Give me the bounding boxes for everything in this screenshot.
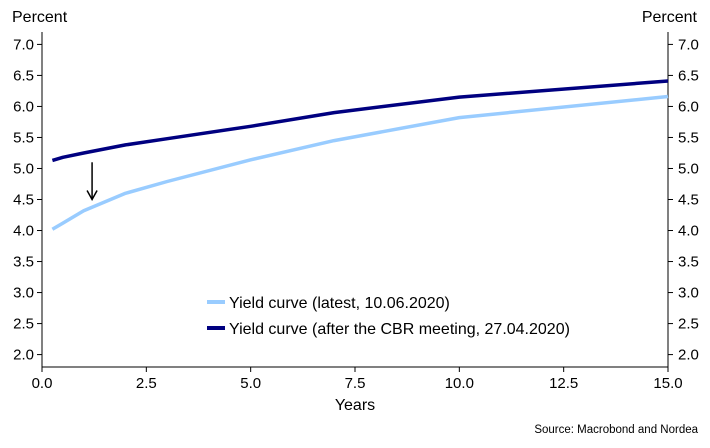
y-tick-label-right: 3.5 xyxy=(678,254,699,271)
y-tick-label-left: 3.5 xyxy=(13,254,34,271)
x-axis-title: Years xyxy=(335,397,375,414)
legend-label-2: Yield curve (after the CBR meeting, 27.0… xyxy=(229,321,570,338)
y-tick-label-right: 6.0 xyxy=(678,98,699,115)
y-tick-label-left: 5.0 xyxy=(13,160,34,177)
y-tick-label-left: 4.0 xyxy=(13,223,34,240)
x-tick-label: 12.5 xyxy=(549,375,578,392)
x-tick-label: 2.5 xyxy=(136,375,157,392)
legend-label-1: Yield curve (latest, 10.06.2020) xyxy=(229,295,450,312)
y-tick-label-right: 4.5 xyxy=(678,192,699,209)
y-tick-label-right: 4.0 xyxy=(678,223,699,240)
series-line-1 xyxy=(51,94,669,231)
y-tick-label-left: 4.5 xyxy=(13,192,34,209)
y-tick-label-right: 3.0 xyxy=(678,285,699,302)
y-tick-label-right: 2.5 xyxy=(678,316,699,333)
y-tick-label-right: 7.0 xyxy=(678,36,699,53)
y-tick-label-right: 2.0 xyxy=(678,347,699,364)
x-tick-label: 7.5 xyxy=(345,375,366,392)
x-tick-label: 15.0 xyxy=(653,375,682,392)
y-tick-label-right: 5.0 xyxy=(678,160,699,177)
y-tick-label-left: 6.5 xyxy=(13,67,34,84)
x-tick-label: 5.0 xyxy=(240,375,261,392)
axes: 2.0 2.0 2.5 2.5 3.0 3.0 3.5 3.5 4.0 4.0 4.5 4.5 5.0 5… xyxy=(13,32,699,392)
series-layer xyxy=(51,79,669,231)
annotation-layer xyxy=(86,162,98,202)
legend: Yield curve (latest, 10.06.2020) Yield cu… xyxy=(207,295,570,338)
y-axis-left-unit-label: Percent xyxy=(12,9,68,26)
y-tick-label-left: 6.0 xyxy=(13,98,34,115)
series-line-2 xyxy=(51,79,669,163)
y-tick-label-left: 3.0 xyxy=(13,285,34,302)
y-tick-label-left: 7.0 xyxy=(13,36,34,53)
x-tick-label: 10.0 xyxy=(445,375,474,392)
annotation-arrow-head xyxy=(86,190,98,202)
x-tick-label: 0.0 xyxy=(32,375,53,392)
y-axis-right-unit-label: Percent xyxy=(641,9,697,26)
y-tick-label-left: 2.5 xyxy=(13,316,34,333)
y-tick-label-left: 5.5 xyxy=(13,129,34,146)
source-note: Source: Macrobond and Nordea xyxy=(534,424,698,436)
y-tick-label-right: 5.5 xyxy=(678,129,699,146)
y-tick-label-right: 6.5 xyxy=(678,67,699,84)
y-tick-label-left: 2.0 xyxy=(13,347,34,364)
